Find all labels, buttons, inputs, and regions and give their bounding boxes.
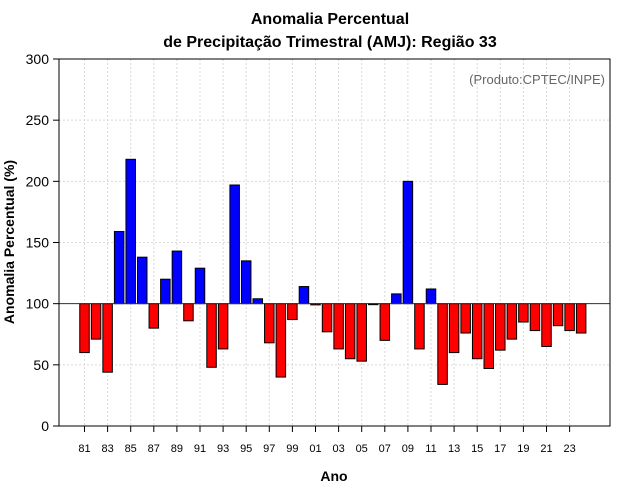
x-tick-label: 89 [171, 443, 183, 455]
bar-10 [414, 303, 425, 350]
bar-87 [148, 303, 160, 329]
x-tick-label: 19 [517, 443, 529, 455]
bar-23 [564, 303, 575, 332]
bar-05 [356, 303, 367, 362]
x-tick-label: 93 [217, 443, 229, 455]
x-tick-label: 81 [78, 443, 90, 455]
bar-82 [90, 303, 102, 340]
y-tick-label: 200 [26, 173, 50, 189]
x-tick-label: 03 [332, 443, 344, 455]
y-tick-label: 300 [26, 51, 50, 67]
x-tick-label: 15 [471, 443, 483, 455]
bar-86 [137, 256, 148, 305]
bar-99 [287, 303, 298, 321]
bar-20 [529, 303, 541, 332]
bar-96 [252, 298, 263, 305]
x-tick-label: 95 [240, 443, 252, 455]
y-tick-label: 50 [33, 357, 49, 373]
bar-84 [113, 230, 125, 305]
y-axis-label: Anomalia Percentual (%) [1, 160, 17, 324]
bar-83 [102, 303, 113, 373]
x-tick-label: 13 [448, 443, 460, 455]
y-tick-label: 0 [41, 418, 49, 434]
bar-92 [206, 303, 217, 368]
x-tick-label: 11 [425, 443, 436, 455]
bar-95 [240, 260, 252, 305]
bar-94 [229, 184, 240, 305]
bar-16 [483, 303, 494, 370]
bar-14 [460, 303, 471, 334]
bar-09 [402, 180, 414, 305]
x-tick-label: 23 [563, 443, 575, 455]
bar-97 [264, 303, 275, 344]
bar-04 [344, 303, 356, 360]
x-tick-label: 85 [125, 443, 137, 455]
x-tick-label: 83 [101, 443, 113, 455]
x-tick-label: 21 [540, 443, 552, 455]
bar-11 [425, 288, 437, 305]
bar-21 [541, 303, 552, 347]
x-tick-label: 99 [286, 443, 298, 455]
x-tick-label: 17 [494, 443, 506, 455]
bar-08 [391, 293, 402, 305]
credit-label: (Produto:CPTEC/INPE) [469, 72, 605, 87]
x-tick-label: 91 [194, 443, 206, 455]
x-axis: 81 83 85 87 89 91 93 95 97 99 01 03 05 07 09 11 13 15 17 19… [78, 426, 576, 455]
bar-85 [125, 158, 136, 305]
bar-13 [448, 303, 460, 354]
y-axis: 0 50 100 150 200 250 300 [26, 51, 59, 434]
bars-group [79, 158, 587, 385]
bar-19 [518, 303, 529, 323]
bar-17 [495, 303, 506, 351]
bar-91 [194, 267, 206, 305]
grid-lines [59, 59, 610, 426]
y-tick-label: 100 [26, 296, 50, 312]
bar-93 [217, 303, 229, 350]
bar-89 [171, 250, 183, 305]
bar-12 [437, 303, 448, 385]
bar-18 [506, 303, 518, 340]
x-tick-label: 05 [356, 443, 368, 455]
bar-00 [298, 286, 310, 305]
bar-15 [471, 303, 483, 360]
bar-07 [379, 303, 391, 341]
x-axis-label: Ano [320, 468, 347, 484]
x-tick-label: 87 [148, 443, 160, 455]
chart-title-line1: Anomalia Percentual [251, 11, 409, 28]
x-tick-label: 97 [263, 443, 275, 455]
x-tick-label: 07 [379, 443, 391, 455]
chart-title-line2: de Precipitação Trimestral (AMJ): Região… [163, 34, 497, 51]
bar-02 [321, 303, 333, 333]
bar-81 [79, 303, 90, 354]
x-tick-label: 09 [402, 443, 414, 455]
bar-90 [183, 303, 194, 322]
y-tick-label: 250 [26, 112, 50, 128]
bar-98 [275, 303, 287, 378]
bar-24 [575, 303, 587, 334]
x-tick-label: 01 [309, 443, 321, 455]
bar-88 [160, 278, 171, 305]
y-tick-label: 150 [26, 235, 50, 251]
bar-22 [552, 303, 564, 327]
bar-03 [333, 303, 344, 350]
